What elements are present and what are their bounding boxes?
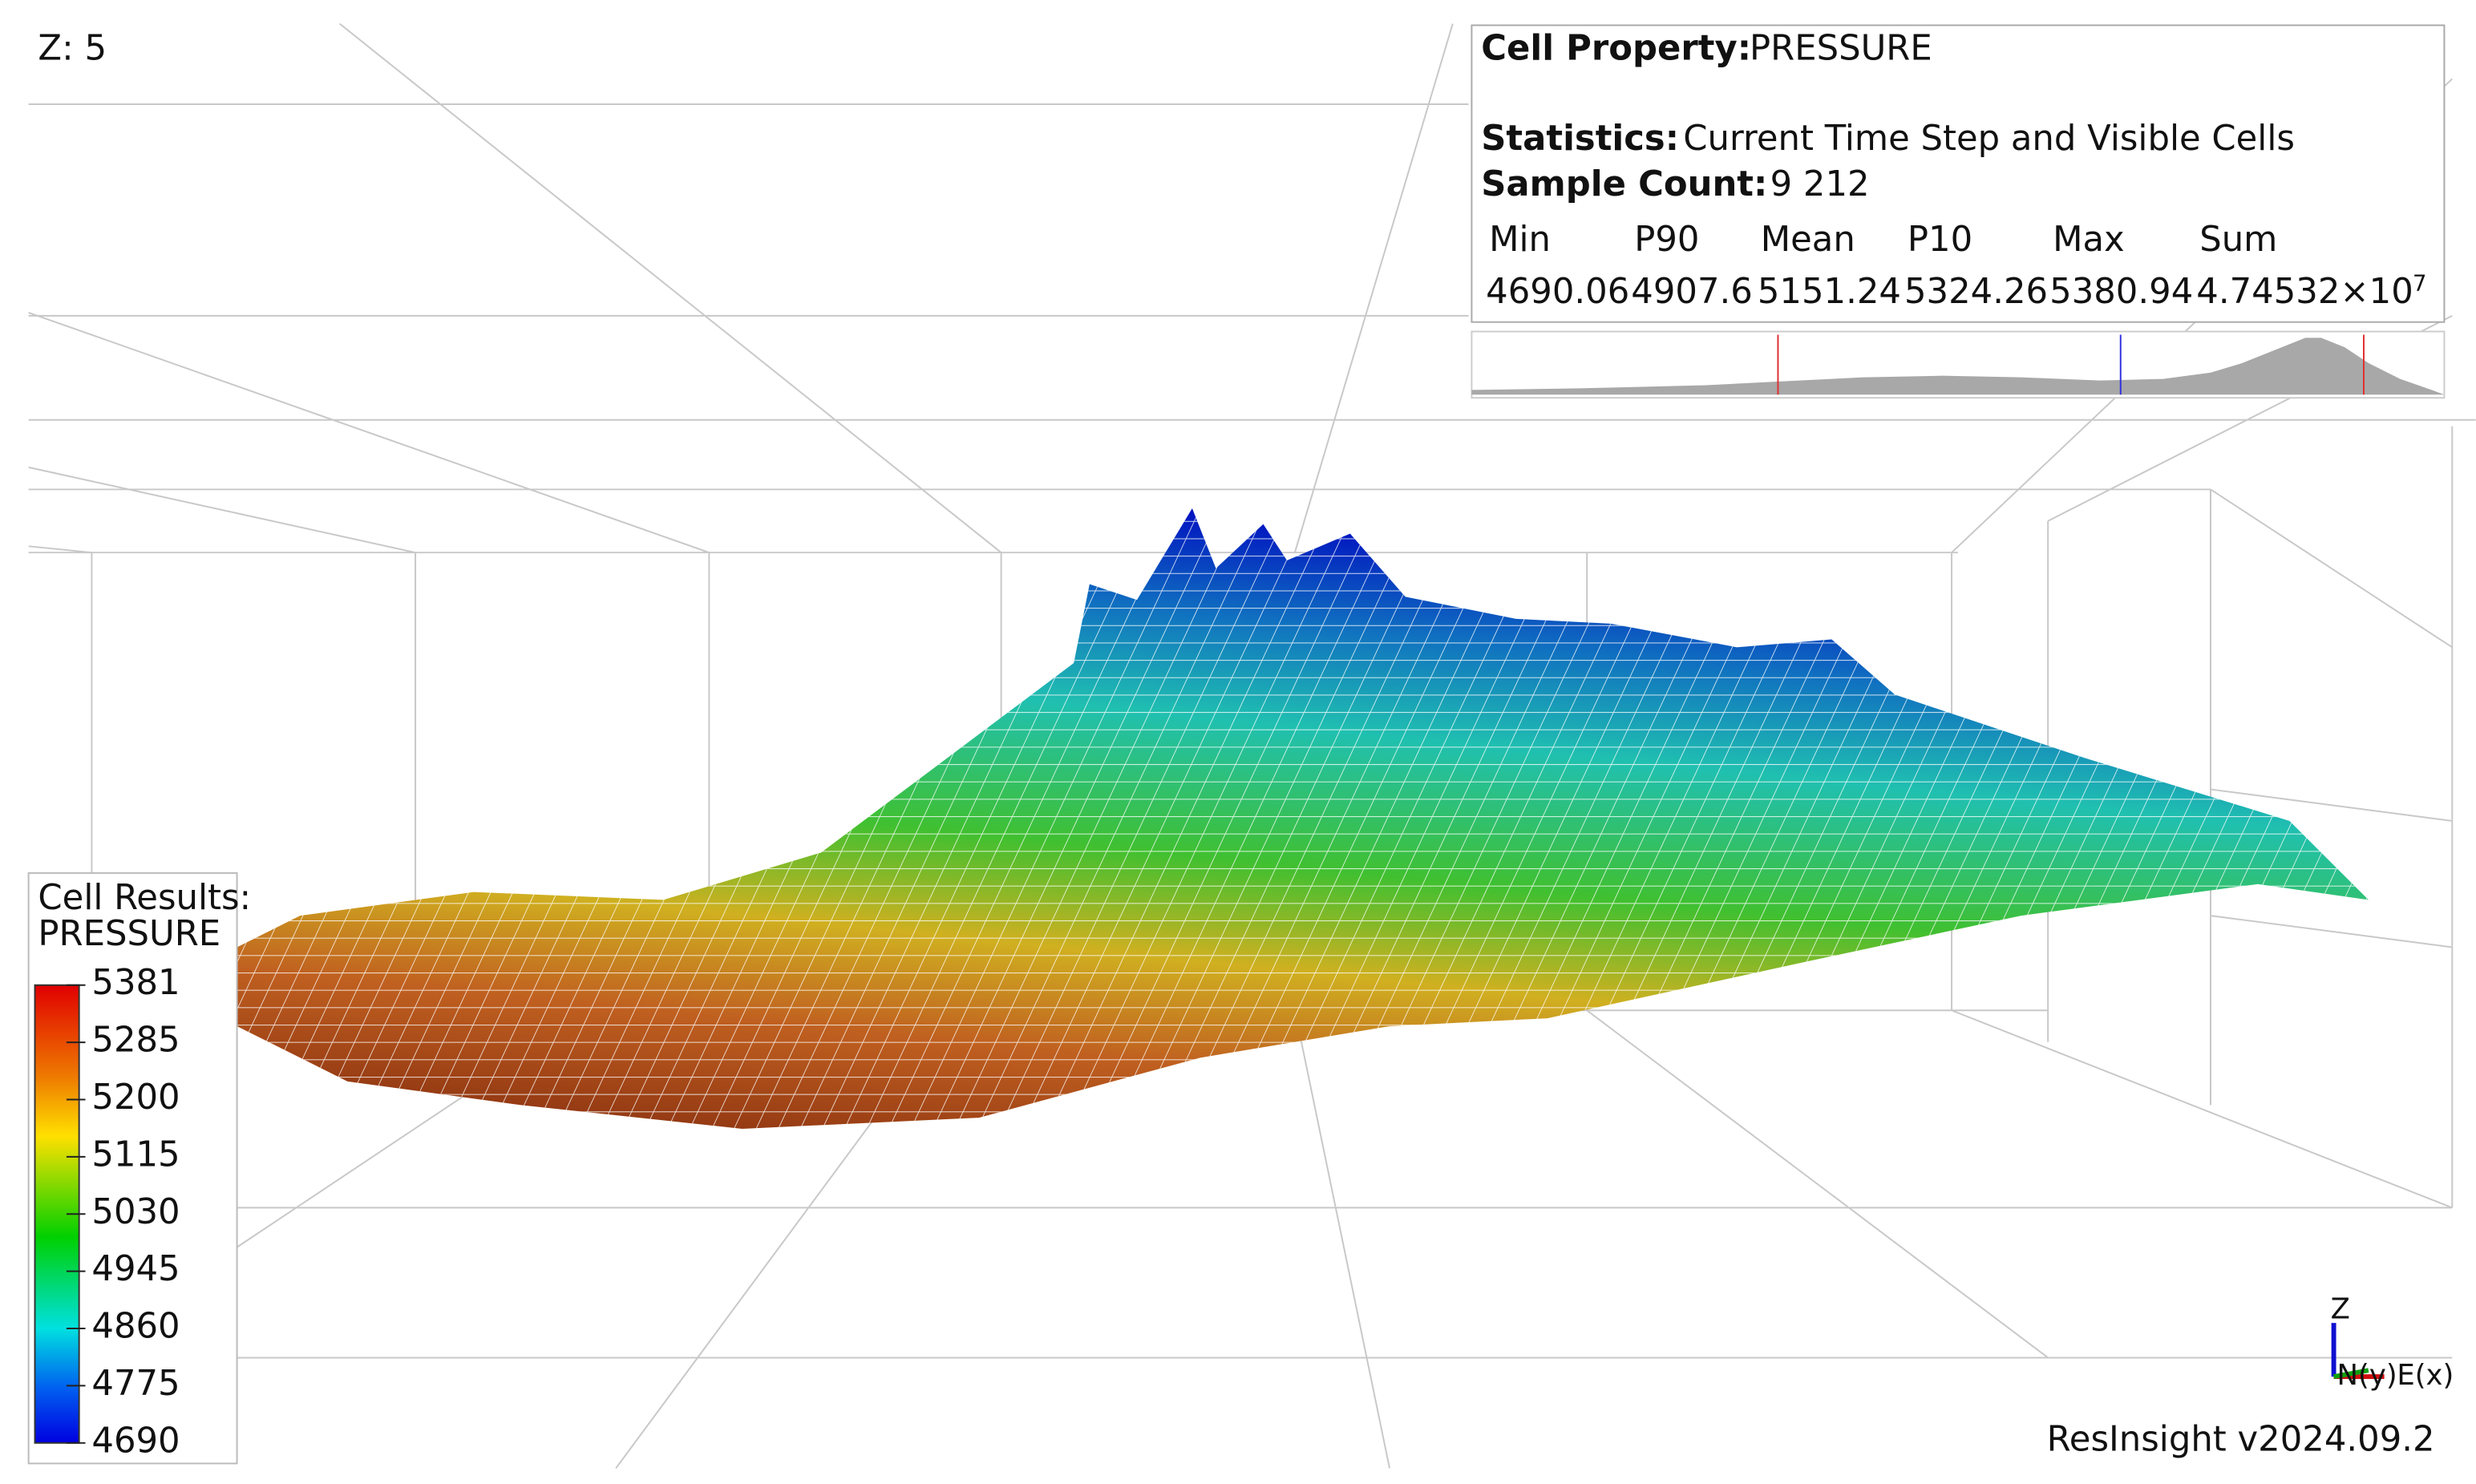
legend-tick-label: 5030	[91, 1192, 180, 1232]
legend-title: Cell Results:	[38, 878, 251, 918]
legend: Cell Results: PRESSURE 5381 5285 5200 5115 5…	[27, 871, 251, 1465]
stat-value: 4.74532×10	[2196, 272, 2413, 312]
legend-tick-label: 5200	[91, 1078, 180, 1118]
statistics-value: Current Time Step and Visible Cells	[1683, 119, 2295, 159]
stat-header: Min	[1489, 220, 1551, 260]
stat-value: 5380.94	[2049, 272, 2193, 312]
legend-tick-label: 5285	[91, 1021, 180, 1061]
stat-header: P10	[1908, 220, 1972, 260]
property-value: PRESSURE	[1750, 29, 1932, 69]
legend-tick-label: 4860	[91, 1307, 180, 1347]
stat-header: Mean	[1761, 220, 1855, 260]
stat-value: 4907.6	[1631, 272, 1753, 312]
reservoir-surface	[237, 508, 2369, 1129]
info-panel	[1471, 24, 2446, 323]
axis-triad: Z N(y) E(x)	[2331, 1292, 2454, 1392]
z-scale-label: Z: 5	[38, 29, 107, 69]
axis-z-label: Z	[2331, 1292, 2350, 1325]
legend-tick-label: 4690	[91, 1421, 180, 1461]
statistics-label: Statistics:	[1481, 119, 1679, 159]
stat-header: Sum	[2199, 220, 2277, 260]
legend-property: PRESSURE	[38, 914, 220, 954]
sample-count-label: Sample Count:	[1481, 164, 1767, 204]
property-label: Cell Property:	[1481, 29, 1751, 69]
stat-value: 4690.06	[1486, 272, 1629, 312]
legend-tick-label: 4775	[91, 1364, 180, 1404]
legend-tick-label: 5381	[91, 963, 180, 1003]
axis-e-label: E(x)	[2397, 1359, 2454, 1392]
sum-exponent: 7	[2413, 270, 2427, 296]
legend-tick-label: 4945	[91, 1249, 180, 1289]
stat-value: 5151.24	[1758, 272, 1901, 312]
stat-header: P90	[1634, 220, 1699, 260]
stat-value: 5324.26	[1904, 272, 2048, 312]
axis-n-label: N(y)	[2337, 1359, 2397, 1392]
legend-tick-label: 5115	[91, 1134, 180, 1175]
percentile-lines	[1777, 334, 2365, 395]
version-label: ResInsight v2024.09.2	[2047, 1419, 2435, 1459]
histogram	[1471, 338, 2445, 395]
stat-header: Max	[2053, 220, 2125, 260]
info-box: Cell Property: PRESSURE Statistics: Curr…	[1471, 24, 2446, 399]
sample-count-value: 9 212	[1770, 164, 1870, 204]
